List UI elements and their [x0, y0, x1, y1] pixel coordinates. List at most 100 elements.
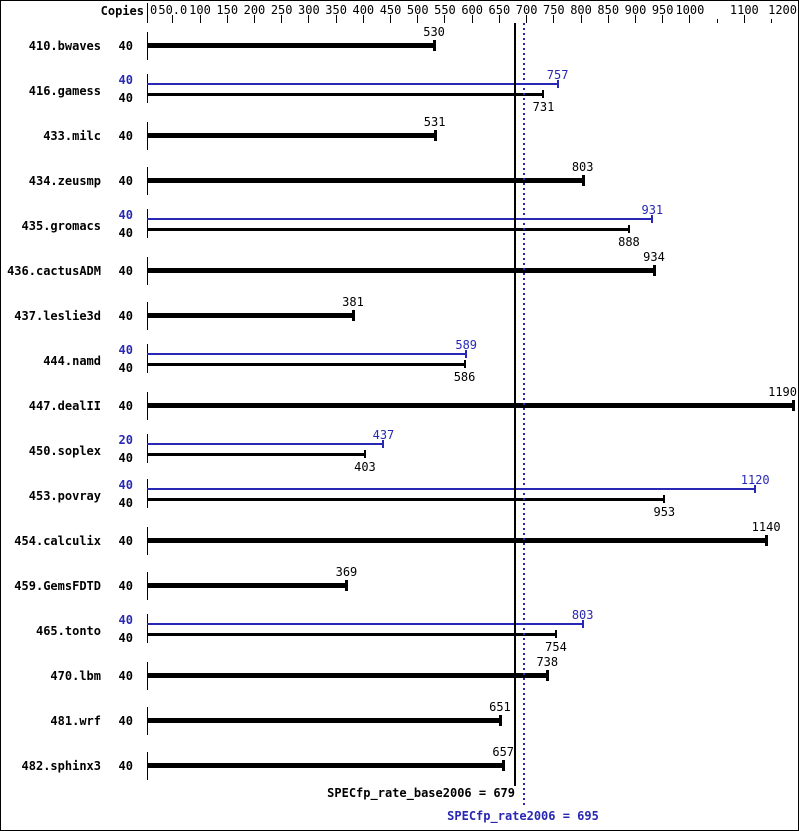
benchmark-row: 444.namd 40 40 589 586: [1, 338, 798, 384]
benchmark-name: 435.gromacs: [21, 218, 101, 233]
base-bar-end-cap: [433, 40, 437, 51]
benchmark-name: 450.soplex: [28, 443, 101, 458]
benchmark-name: 453.povray: [28, 488, 101, 503]
ruler-tick-label: 1100: [729, 3, 759, 17]
ruler-tick-label: 0: [150, 3, 158, 17]
ruler-tick-mark: [390, 15, 392, 23]
ruler-tick-mark: [526, 15, 528, 23]
benchmark-row: 437.leslie3d 40 381: [1, 293, 798, 338]
base-bar: [147, 363, 465, 366]
ruler-tick-label: 150: [216, 3, 239, 17]
ruler-tick-label: 400: [352, 3, 375, 17]
ruler-tick-label: 350: [325, 3, 347, 17]
ruler-tick-mark: [716, 19, 718, 23]
base-bar-end-cap: [463, 360, 466, 368]
bar-value-label: 931: [641, 203, 664, 217]
peak-bar-end-cap: [556, 80, 559, 88]
bar-value-label: 437: [372, 428, 395, 442]
benchmark-row: 459.GemsFDTD 40 369: [1, 563, 798, 608]
benchmark-name: 416.gamess: [28, 83, 101, 98]
peak-copies-value: 40: [118, 72, 133, 87]
copies-value: 40: [118, 398, 133, 413]
ruler-tick-mark: [172, 15, 174, 23]
ruler-tick-mark: [444, 15, 446, 23]
benchmark-name: 470.lbm: [50, 668, 101, 683]
ruler-tick-label: 950: [651, 3, 674, 17]
base-bar: [147, 93, 544, 96]
ruler-tick-label: 600: [461, 3, 484, 17]
peak-bar: [147, 218, 653, 220]
ruler-tick-label: 1200: [768, 3, 797, 17]
ruler-tick-label: 200: [243, 3, 266, 17]
bar-value-label: 1190: [768, 385, 797, 399]
benchmark-name: 444.namd: [43, 353, 101, 368]
peak-bar-end-cap: [651, 215, 654, 223]
peak-bar-end-cap: [382, 440, 385, 448]
benchmark-name: 437.leslie3d: [14, 308, 101, 323]
bar-value-label: 586: [453, 369, 476, 384]
bar-value-label: 1120: [740, 473, 770, 487]
base-bar: [147, 313, 353, 318]
base-copies-value: 40: [118, 226, 133, 240]
benchmark-row: 435.gromacs 40 40 931 888: [1, 203, 798, 249]
bar-value-label: 403: [354, 459, 376, 474]
plot-axis-top-line: [147, 3, 148, 23]
ruler-tick-label: 500: [406, 3, 429, 17]
copies-value: 40: [118, 758, 133, 773]
base-bar: [147, 453, 365, 456]
base-bar: [147, 268, 654, 273]
base-bar: [147, 178, 583, 183]
bar-value-label: 589: [455, 338, 478, 352]
bar-value-label: 530: [423, 25, 445, 39]
base-bar-end-cap: [433, 130, 437, 141]
bar-value-label: 953: [653, 504, 676, 519]
copies-value: 40: [118, 713, 133, 728]
peak-bar: [147, 353, 467, 355]
base-bar: [147, 763, 504, 768]
base-bar-end-cap: [652, 265, 656, 276]
base-bar-end-cap: [345, 580, 349, 591]
benchmark-row: 416.gamess 40 40 757 731: [1, 68, 798, 114]
base-bar-end-cap: [351, 310, 355, 321]
row-axis-segment: [147, 74, 148, 103]
ruler-tick-label: 550: [434, 3, 456, 17]
ruler-tick-mark: [362, 15, 364, 23]
ruler-tick-label: 750: [542, 3, 565, 17]
peak-bar-end-cap: [581, 620, 584, 628]
peak-bar: [147, 623, 583, 625]
ruler-tick-label: 50.0: [158, 3, 188, 17]
ruler-tick-mark: [743, 15, 745, 23]
bar-value-label: 757: [546, 68, 569, 82]
ruler-tick-label: 100: [189, 3, 211, 17]
ruler-tick-mark: [689, 15, 691, 23]
bar-value-label: 738: [536, 655, 559, 669]
footer-base-score: SPECfp_rate_base2006 = 679: [327, 786, 515, 800]
copies-value: 40: [118, 173, 133, 188]
ruler-tick-label: 1000: [675, 3, 705, 17]
ruler-tick-mark: [308, 15, 310, 23]
row-axis-segment: [147, 479, 148, 508]
base-bar-end-cap: [581, 175, 585, 186]
bar-value-label: 369: [335, 565, 358, 579]
base-bar: [147, 228, 629, 231]
bar-value-label: 657: [492, 745, 515, 759]
copies-value: 40: [118, 128, 133, 143]
ruler-tick-mark: [226, 15, 228, 23]
ruler-tick-mark: [471, 15, 473, 23]
base-bar-end-cap: [663, 495, 666, 503]
copies-column-header: Copies: [100, 4, 144, 18]
base-bar: [147, 673, 548, 678]
benchmark-name: 454.calculix: [14, 533, 101, 548]
ruler-tick-label: 450: [379, 3, 402, 17]
base-bar-end-cap: [555, 630, 557, 638]
base-bar: [147, 583, 347, 588]
bar-value-label: 1140: [751, 520, 781, 534]
base-bar-end-cap: [546, 670, 550, 681]
base-bar-end-cap: [792, 400, 796, 411]
base-copies-value: 40: [118, 496, 133, 510]
benchmark-row: 433.milc 40 531: [1, 113, 798, 158]
row-axis-segment: [147, 614, 148, 643]
benchmark-row: 447.dealII 40 1190: [1, 383, 798, 428]
bar-value-label: 651: [489, 700, 511, 714]
